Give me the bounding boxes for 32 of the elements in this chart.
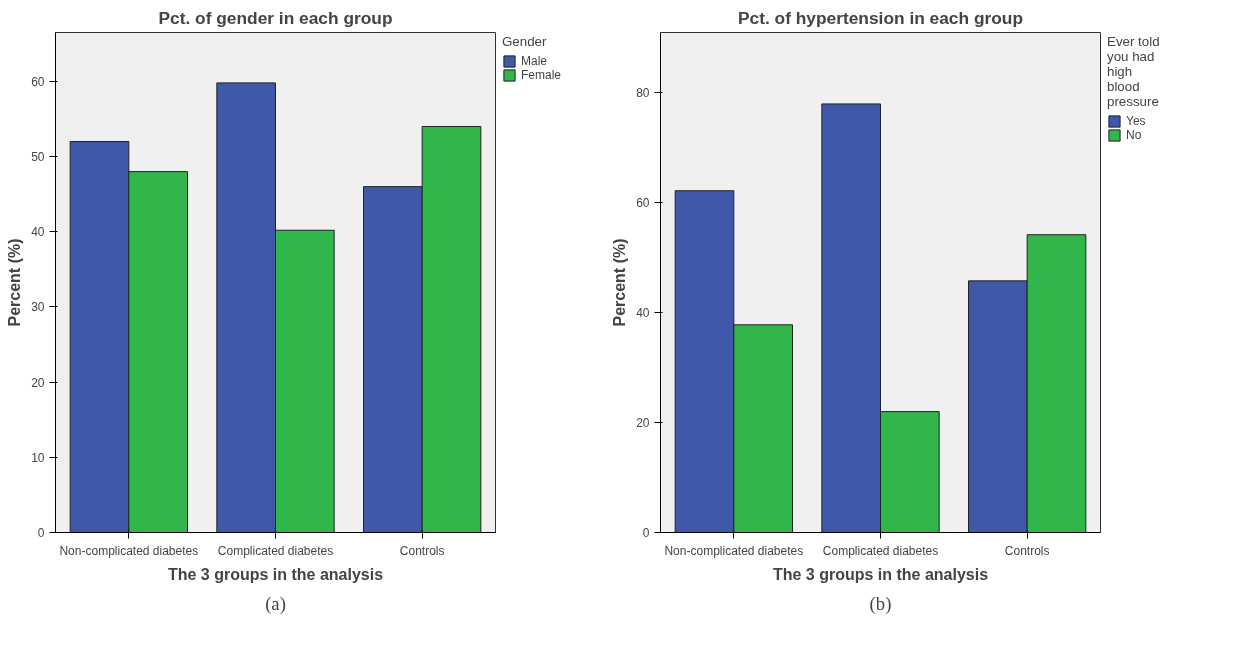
y-tick-label: 0 — [37, 526, 45, 540]
y-tick-label: 10 — [31, 450, 45, 465]
x-tick-label: Controls — [399, 543, 445, 558]
y-tick-label: 50 — [31, 150, 45, 165]
y-tick-label: 80 — [636, 86, 650, 101]
y-tick-label: 30 — [31, 300, 45, 315]
chart-title: Pct. of hypertension in each group — [738, 7, 1023, 28]
x-tick-label: Controls — [1004, 543, 1050, 558]
x-axis-title: The 3 groups in the analysis — [167, 565, 384, 583]
x-tick-label: Complicated diabetes — [822, 543, 939, 558]
text: (b) — [869, 592, 892, 615]
y-tick-label: 60 — [31, 74, 45, 89]
x-tick-label: Non-complicated diabetes — [664, 543, 804, 558]
legend-label: Female — [521, 68, 562, 82]
x-axis-title: The 3 groups in the analysis — [772, 565, 989, 583]
y-tick-label: 0 — [642, 526, 650, 540]
x-tick-label: Complicated diabetes — [217, 543, 334, 558]
chart-title: Pct. of gender in each group — [158, 7, 393, 28]
y-tick-label: 20 — [636, 416, 650, 431]
legend-label: No — [1126, 128, 1143, 142]
x-tick-label: Non-complicated diabetes — [59, 543, 199, 558]
legend-label: Yes — [1126, 114, 1146, 128]
legend-title: Ever told you had high blood pressure — [1107, 34, 1160, 109]
y-axis-title: Percent (%) — [611, 238, 629, 327]
text: (a) — [265, 592, 286, 615]
y-tick-label: 40 — [31, 225, 45, 240]
y-tick-label: 40 — [636, 306, 650, 321]
y-tick-label: 60 — [636, 196, 650, 211]
y-tick-label: 20 — [31, 375, 45, 390]
y-axis-title: Percent (%) — [6, 238, 24, 327]
legend-label: Male — [521, 54, 548, 68]
legend-title: Gender — [502, 34, 548, 49]
